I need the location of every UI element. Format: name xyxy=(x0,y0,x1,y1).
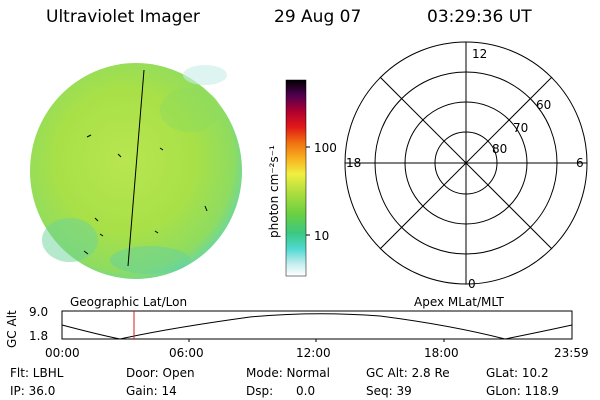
timeline-right-title: Apex MLat/MLT xyxy=(414,295,504,309)
timeline-x-tick-0600: 06:00 xyxy=(169,346,204,360)
uvi-image-disk xyxy=(30,63,242,279)
door-field: Door: Open xyxy=(126,366,195,380)
track-line xyxy=(127,69,145,267)
polar-plot xyxy=(344,41,588,285)
timeline-x-tick-0000: 00:00 xyxy=(45,346,80,360)
altitude-timeline xyxy=(61,310,573,342)
mode-field: Mode: Normal xyxy=(246,366,330,380)
gain-field: Gain: 14 xyxy=(126,384,177,398)
polar-lat-80: 80 xyxy=(492,142,508,156)
glon-field: GLon: 118.9 xyxy=(486,384,559,398)
colorbar-unit-label: photon cm⁻²s⁻¹ xyxy=(267,145,281,238)
ip-field: IP: 36.0 xyxy=(10,384,56,398)
polar-mlt-0: 0 xyxy=(468,277,476,291)
time-label: 03:29:36 UT xyxy=(427,7,532,27)
timeline-x-tick-1800: 18:00 xyxy=(424,346,459,360)
polar-mlt-6: 6 xyxy=(576,156,584,170)
timeline-x-tick-1200: 12:00 xyxy=(296,346,331,360)
polar-mlt-18: 18 xyxy=(346,156,362,170)
instrument-title: Ultraviolet Imager xyxy=(46,7,200,27)
glat-field: GLat: 10.2 xyxy=(486,366,549,380)
colorbar-tick-100: 100 xyxy=(314,141,337,155)
artifact-marks xyxy=(83,134,208,255)
seq-field: Seq: 39 xyxy=(366,384,412,398)
polar-mlt-12: 12 xyxy=(472,47,488,61)
colorbar xyxy=(285,79,310,277)
timeline-y-tick-1-8: 1.8 xyxy=(29,329,49,343)
timeline-x-tick-2359: 23:59 xyxy=(554,346,589,360)
timeline-y-tick-9: 9.0 xyxy=(29,305,49,319)
gc-alt-field: GC Alt: 2.8 Re xyxy=(366,366,450,380)
dsp-field: Dsp: 0.0 xyxy=(246,384,316,398)
timeline-y-label: GC Alt xyxy=(5,310,19,348)
filter-field: Flt: LBHL xyxy=(10,366,64,380)
timeline-left-title: Geographic Lat/Lon xyxy=(70,295,188,309)
polar-lat-60: 60 xyxy=(536,98,552,112)
polar-lat-70: 70 xyxy=(513,121,529,135)
colorbar-tick-10: 10 xyxy=(314,229,330,243)
date-label: 29 Aug 07 xyxy=(274,7,362,27)
